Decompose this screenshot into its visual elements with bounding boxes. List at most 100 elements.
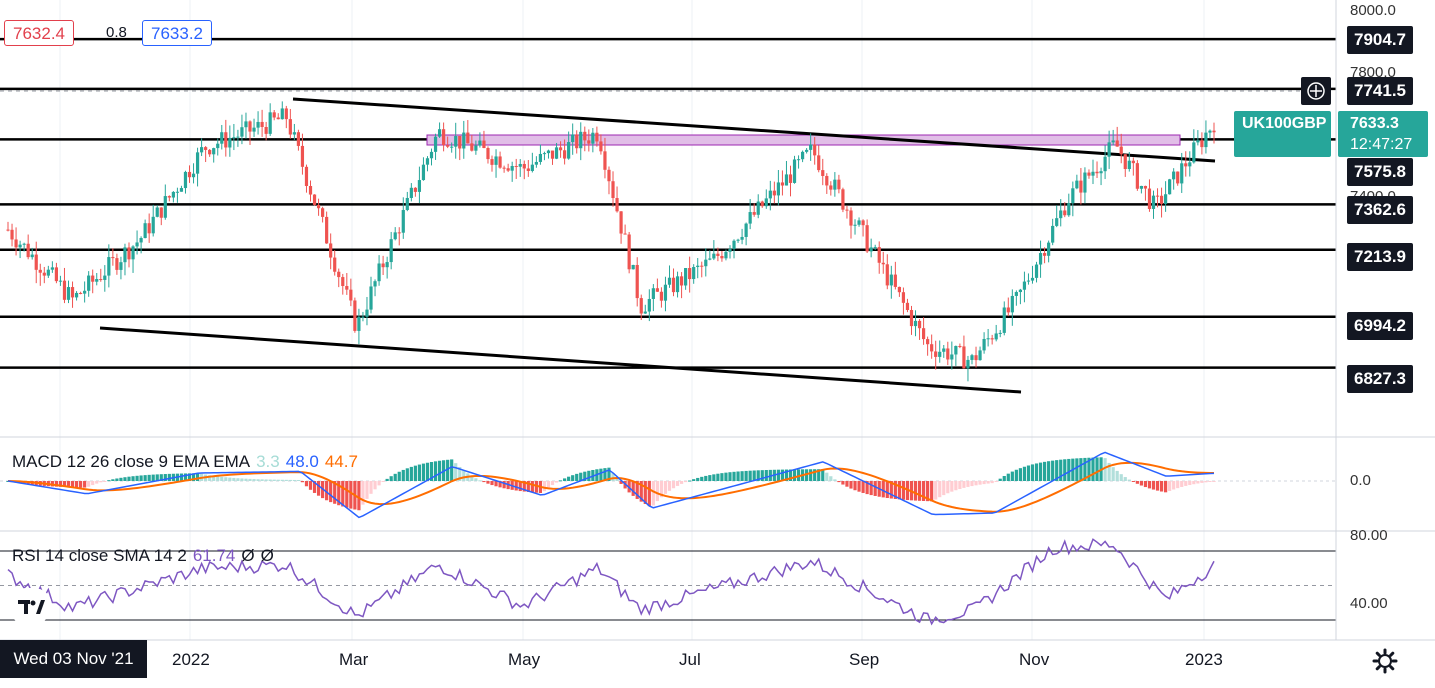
candle-body [913, 320, 918, 327]
macd-histogram-bar [631, 481, 635, 496]
macd-histogram-bar [91, 481, 95, 486]
level-tag: 7362.6 [1347, 196, 1413, 224]
macd-histogram-bar [87, 481, 91, 487]
macd-histogram-bar [998, 478, 1002, 481]
candle-body [385, 262, 389, 268]
candle-body [558, 147, 563, 151]
upper-trendline [292, 97, 1216, 163]
candle-body [478, 140, 482, 146]
macd-histogram-bar [635, 481, 639, 499]
macd-histogram-bar [970, 481, 974, 487]
macd-histogram-bar [397, 471, 401, 481]
candle-body [845, 209, 849, 211]
macd-histogram-bar [1155, 481, 1160, 491]
settings-gear-button[interactable] [1370, 646, 1400, 676]
macd-histogram-bar [490, 481, 494, 486]
macd-histogram-bar [776, 469, 780, 481]
candle-body [696, 265, 700, 268]
candle-body [776, 182, 780, 196]
macd-histogram-bar [433, 461, 438, 481]
lower-trendline [99, 326, 1022, 394]
macd-histogram-bar [224, 477, 228, 481]
macd-histogram-bar [607, 467, 611, 481]
macd-histogram-bar [1168, 481, 1172, 492]
rsi-legend[interactable]: RSI 14 close SMA 14 2 61.74 Ø Ø [12, 546, 280, 566]
macd-histogram-bar [643, 481, 647, 505]
macd-histogram-bar [1151, 481, 1156, 490]
candle-body [946, 348, 950, 360]
macd-histogram-bar [486, 481, 490, 484]
candle-body [1200, 140, 1204, 148]
tradingview-logo[interactable] [8, 588, 52, 624]
macd-histogram-bar [792, 469, 797, 481]
candle-body [151, 216, 155, 234]
macd-histogram-bar [809, 469, 813, 481]
macd-histogram-bar [119, 477, 123, 481]
macd-histogram-bar [841, 481, 845, 485]
candle-body [917, 320, 922, 329]
macd-histogram-bar [526, 481, 530, 492]
macd-histogram-bar [736, 471, 740, 481]
macd-histogram-bar [696, 477, 700, 481]
candle-body [187, 171, 192, 178]
macd-histogram-bar [1135, 481, 1139, 484]
macd-hist-value: 3.3 [256, 452, 280, 471]
macd-histogram-bar [494, 481, 498, 487]
rsi-extra-1: Ø [241, 546, 255, 565]
candle-body [748, 212, 752, 224]
candle-body [575, 134, 579, 149]
macd-histogram-bar [974, 481, 978, 486]
macd-histogram-bar [1055, 460, 1059, 481]
candle-body [554, 147, 559, 159]
macd-histogram-bar [1204, 481, 1208, 483]
candle-body [1087, 172, 1091, 176]
candle-body [1083, 172, 1087, 193]
macd-histogram-bar [550, 481, 555, 486]
crosshair-plus-button[interactable] [1301, 77, 1331, 105]
macd-histogram-bar [123, 477, 127, 481]
macd-histogram-bar [248, 478, 252, 481]
ask-price-chip[interactable]: 7633.2 [142, 20, 212, 46]
macd-histogram-bar [611, 473, 615, 481]
candle-body [982, 338, 986, 351]
candle-body [58, 280, 63, 282]
macd-histogram-bar [300, 481, 305, 483]
macd-histogram-bar [853, 481, 857, 491]
candle-body [1159, 195, 1164, 204]
macd-histogram-bar [1002, 476, 1006, 481]
candle-body [1075, 180, 1079, 189]
candle-body [1172, 171, 1176, 180]
macd-histogram-bar [1192, 481, 1196, 485]
level-tag: 7741.5 [1347, 77, 1413, 105]
macd-histogram-bar [639, 481, 643, 502]
candle-body [345, 286, 349, 290]
macd-histogram-bar [942, 481, 946, 496]
resistance-zone [426, 134, 1181, 146]
level-tag: 7904.7 [1347, 26, 1413, 54]
candle-body [865, 225, 869, 252]
candle-body [224, 132, 228, 148]
macd-histogram-bar [901, 481, 906, 500]
candle-body [171, 191, 175, 198]
candle-body [1184, 163, 1188, 167]
candle-body [46, 269, 50, 276]
macd-histogram-bar [587, 470, 591, 481]
candle-body [38, 269, 42, 273]
candle-body [1180, 163, 1184, 184]
macd-histogram-bar [986, 481, 990, 484]
candle-body [143, 223, 147, 239]
macd-histogram-bar [921, 481, 926, 501]
bid-price-chip[interactable]: 7632.4 [4, 20, 74, 46]
macd-histogram-bar [66, 481, 71, 488]
macd-histogram-bar [748, 470, 752, 481]
candle-body [288, 119, 292, 135]
macd-legend[interactable]: MACD 12 26 close 9 EMA EMA 3.3 48.0 44.7 [12, 452, 364, 472]
candle-body [821, 170, 825, 176]
macd-histogram-bar [1067, 458, 1071, 481]
candle-body [1168, 179, 1172, 195]
candle-body [607, 169, 611, 182]
macd-value: 48.0 [285, 452, 319, 471]
candle-body [62, 280, 67, 300]
